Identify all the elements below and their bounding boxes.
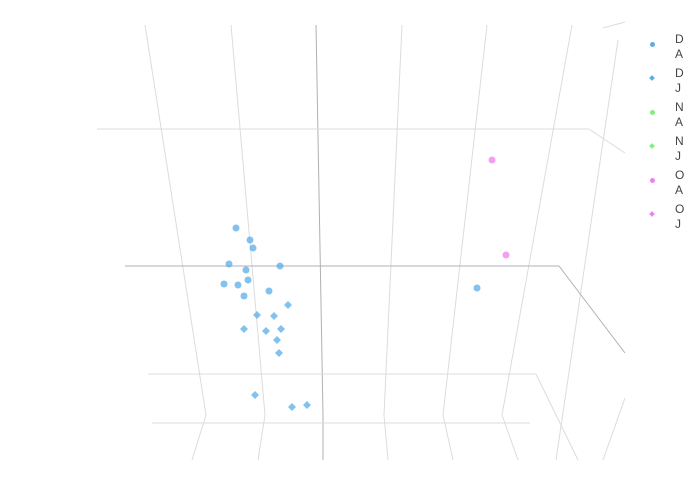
legend-swatch-circle-icon xyxy=(650,110,655,115)
legend-item[interactable]: OA xyxy=(640,166,696,200)
data-point-da[interactable] xyxy=(276,262,284,270)
data-point-dj[interactable] xyxy=(262,327,270,335)
grid-line xyxy=(602,21,626,29)
legend-swatch-diamond-icon xyxy=(649,143,655,149)
grid-line xyxy=(191,414,207,461)
data-point-dj[interactable] xyxy=(273,336,281,344)
grid-line xyxy=(442,24,488,416)
data-point-da[interactable] xyxy=(234,281,242,289)
data-point-oa[interactable] xyxy=(502,251,510,259)
data-point-dj[interactable] xyxy=(240,325,248,333)
grid-line xyxy=(501,414,519,461)
data-point-da[interactable] xyxy=(265,287,273,295)
data-point-dj[interactable] xyxy=(253,311,261,319)
legend-swatch-diamond-icon xyxy=(649,211,655,217)
data-point-da[interactable] xyxy=(249,244,257,252)
legend-label: OA xyxy=(675,168,685,197)
data-point-dj[interactable] xyxy=(277,325,285,333)
grid-line xyxy=(383,414,389,461)
data-point-da[interactable] xyxy=(220,280,228,288)
legend-swatch-diamond-icon xyxy=(649,75,655,81)
data-point-da[interactable] xyxy=(232,224,240,232)
grid-line xyxy=(257,414,266,461)
legend-label: OJ xyxy=(675,202,685,231)
grid-line xyxy=(442,414,454,461)
data-point-oa[interactable] xyxy=(488,156,496,164)
data-point-da[interactable] xyxy=(240,292,248,300)
data-point-da[interactable] xyxy=(225,260,233,268)
scene-gridlines xyxy=(97,21,626,461)
grid-line xyxy=(501,24,573,416)
data-point-da[interactable] xyxy=(246,236,254,244)
data-point-da[interactable] xyxy=(244,276,252,284)
data-point-dj[interactable] xyxy=(251,391,259,399)
legend-item[interactable]: NJ xyxy=(640,132,696,166)
legend-swatch-circle-icon xyxy=(650,178,655,183)
grid-line xyxy=(588,128,626,154)
grid-line xyxy=(535,373,579,461)
legend: DA DJ NA NJ OA OJ xyxy=(640,30,696,234)
legend-label: NA xyxy=(675,100,684,129)
legend-label: NJ xyxy=(675,134,684,163)
legend-item[interactable]: DJ xyxy=(640,64,696,98)
grid-line xyxy=(558,265,626,354)
data-point-dj[interactable] xyxy=(288,403,296,411)
data-point-da[interactable] xyxy=(473,284,481,292)
data-markers xyxy=(220,156,510,411)
legend-item[interactable]: DA xyxy=(640,30,696,64)
data-point-dj[interactable] xyxy=(275,349,283,357)
data-point-dj[interactable] xyxy=(270,312,278,320)
legend-item[interactable]: OJ xyxy=(640,200,696,234)
grid-line xyxy=(383,24,403,416)
grid-line xyxy=(144,24,207,416)
legend-item[interactable]: NA xyxy=(640,98,696,132)
legend-label: DJ xyxy=(675,66,684,95)
grid-line xyxy=(230,24,266,416)
data-point-dj[interactable] xyxy=(284,301,292,309)
data-point-dj[interactable] xyxy=(303,401,311,409)
legend-swatch-circle-icon xyxy=(650,42,655,47)
data-point-da[interactable] xyxy=(242,266,250,274)
grid-line xyxy=(315,24,324,416)
legend-label: DA xyxy=(675,32,684,61)
grid-line xyxy=(602,397,626,461)
grid-line xyxy=(555,39,619,461)
